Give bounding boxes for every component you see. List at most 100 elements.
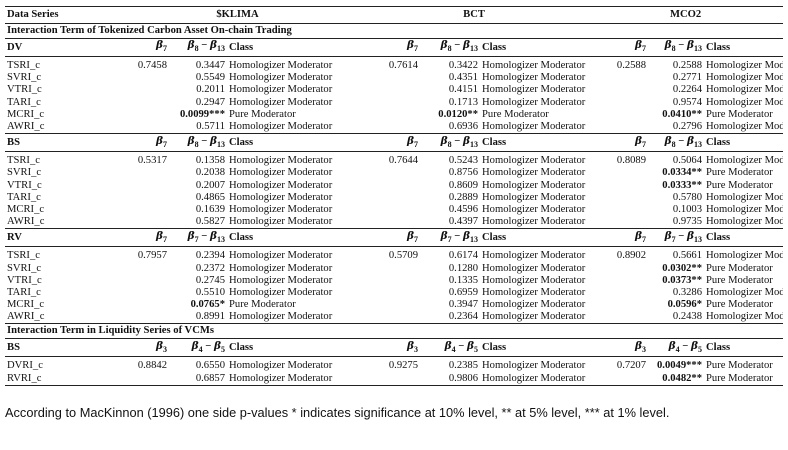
beta-value: 0.7458 <box>137 60 167 72</box>
table-row: TARI_c 0.5510 Homologizer Moderator 0.6959 H… <box>5 287 783 299</box>
class-value: Homologizer Moderator <box>227 216 361 230</box>
section-title: Interaction Term of Tokenized Carbon Ass… <box>5 23 784 39</box>
table-row: MCRI_c 0.1639 Homologizer Moderator 0.4596 H… <box>5 204 783 216</box>
beta-label: β7 <box>115 133 169 153</box>
diff-value: 0.5661 <box>672 250 703 262</box>
class-label: Class <box>704 228 784 248</box>
diff-value: 0.5064 <box>672 155 703 167</box>
beta-value <box>588 192 648 204</box>
row-label: MCRI_c <box>7 108 45 120</box>
beta-label: β7 <box>360 228 421 248</box>
row-label: MCRI_c <box>7 203 45 215</box>
diff-value: 0.0120** <box>438 108 479 120</box>
beta-value <box>115 192 169 204</box>
class-value: Pure Moderator <box>706 274 773 286</box>
diff-value: 0.0333** <box>662 179 703 191</box>
class-value: Homologizer Moderator <box>706 60 784 72</box>
diff-value: 0.4865 <box>195 191 225 203</box>
class-value: Pure Moderator <box>706 167 773 179</box>
class-value: Homologizer Moderator <box>229 167 333 179</box>
diff-label: β4 − β5 <box>648 338 705 358</box>
beta-value <box>360 299 420 311</box>
beta-value <box>360 216 421 230</box>
beta-value: 0.5317 <box>137 155 167 167</box>
block-header-row: DV β7 β8 − β13 Class β7 β8 − β13 Class β7 β8 − β… <box>5 38 784 57</box>
table-row: SVRI_c 0.2372 Homologizer Moderator 0.1280 H… <box>5 262 783 274</box>
class-value: Homologizer Moderator <box>704 311 784 325</box>
diff-label: β7 − β13 <box>169 228 227 248</box>
class-value: Homologizer Moderator <box>480 120 589 135</box>
beta-value <box>588 72 648 84</box>
class-value: Homologizer Moderator <box>229 250 333 262</box>
diff-value: 0.0765* <box>190 299 225 311</box>
diff-value: 0.0373** <box>662 274 703 286</box>
beta-value <box>588 299 648 311</box>
class-value: Homologizer Moderator <box>229 96 333 108</box>
beta-label: β7 <box>115 38 169 57</box>
diff-value: 0.1358 <box>195 155 225 167</box>
row-label: AWRI_c <box>5 311 115 325</box>
header-row: Data Series $KLIMA BCT MCO2 <box>5 6 784 24</box>
diff-value: 0.6550 <box>195 360 225 372</box>
class-value: Pure Moderator <box>706 262 773 274</box>
beta-value: 0.7614 <box>388 60 419 72</box>
class-value: Homologizer Moderator <box>482 60 586 72</box>
diff-value: 0.2385 <box>448 360 479 372</box>
beta-value <box>115 167 169 179</box>
diff-value: 0.2771 <box>672 72 703 84</box>
class-value: Homologizer Moderator <box>706 72 784 84</box>
diff-value: 0.2394 <box>195 250 225 262</box>
diff-value: 0.5711 <box>169 120 227 135</box>
class-value: Homologizer Moderator <box>227 372 361 386</box>
block-name: BS <box>5 133 115 153</box>
diff-value: 0.8991 <box>169 311 227 325</box>
table-row: SVRI_c 0.2038 Homologizer Moderator 0.8756 H… <box>5 167 783 179</box>
class-label: Class <box>227 338 361 358</box>
diff-label: β4 − β5 <box>420 338 481 358</box>
beta-label: β7 <box>588 133 649 153</box>
class-value: Homologizer Moderator <box>229 203 333 215</box>
table-row: AWRI_c 0.5827 Homologizer Moderator 0.4397 H… <box>5 216 784 230</box>
row-label: VTRI_c <box>7 274 42 286</box>
diff-value: 0.2364 <box>420 311 481 325</box>
beta-label: β7 <box>115 228 169 248</box>
diff-value: 0.2796 <box>648 120 705 135</box>
class-value: Homologizer Moderator <box>482 286 586 298</box>
beta-value <box>588 97 648 109</box>
row-label: AWRI_c <box>5 120 115 135</box>
table-row: MCRI_c 0.0765* Pure Moderator 0.3947 Homolog… <box>5 299 783 311</box>
diff-value: 0.2947 <box>195 96 225 108</box>
row-label: TSRI_c <box>7 60 40 72</box>
row-label: MCRI_c <box>7 299 45 311</box>
diff-value: 0.3286 <box>672 286 703 298</box>
diff-value: 0.2588 <box>672 60 703 72</box>
diff-value: 0.9574 <box>672 96 703 108</box>
table-row: VTRI_c 0.2007 Homologizer Moderator 0.8609 H… <box>5 180 783 192</box>
beta-value: 0.7957 <box>137 250 167 262</box>
beta-value <box>588 84 648 96</box>
diff-value: 0.1335 <box>448 274 479 286</box>
class-value: Homologizer Moderator <box>482 250 586 262</box>
beta-value <box>115 204 169 216</box>
beta-value <box>115 72 169 84</box>
class-value: Homologizer Moderator <box>482 299 586 311</box>
beta-value <box>115 287 169 299</box>
beta-label: β7 <box>360 133 421 153</box>
series-header: $KLIMA <box>115 6 361 24</box>
diff-label: β7 − β13 <box>648 228 705 248</box>
beta-value <box>360 287 420 299</box>
diff-value: 0.5549 <box>195 72 225 84</box>
beta-value: 0.2588 <box>616 60 647 72</box>
section-title-row: Interaction Term in Liquidity Series of … <box>5 323 784 340</box>
class-value: Homologizer Moderator <box>706 96 784 108</box>
beta-value <box>360 180 420 192</box>
block-name: DV <box>5 38 115 57</box>
row-label: AWRI_c <box>5 216 115 230</box>
beta-value <box>360 109 420 121</box>
beta-value <box>360 84 420 96</box>
diff-value: 0.5510 <box>195 286 225 298</box>
table-row: VTRI_c 0.2745 Homologizer Moderator 0.1335 H… <box>5 275 783 287</box>
diff-value: 0.4151 <box>448 84 479 96</box>
class-value: Homologizer Moderator <box>482 72 586 84</box>
footnote: According to MacKinnon (1996) one side p… <box>5 405 670 420</box>
